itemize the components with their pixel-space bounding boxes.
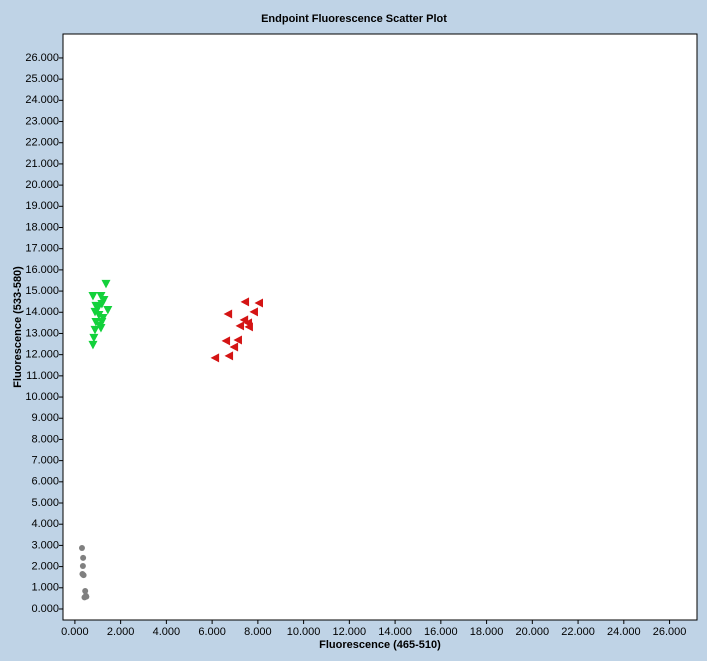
y-tick-label: 8.000 [31,433,59,445]
point [83,593,90,600]
point [78,544,85,551]
point [96,323,106,333]
y-tick-label: 24.000 [25,94,59,106]
point [99,295,109,305]
x-tick-label: 0.000 [61,626,89,638]
chart-title: Endpoint Fluorescence Scatter Plot [261,13,447,25]
x-tick-label: 12.000 [333,626,367,638]
x-tick-label: 26.000 [653,626,687,638]
y-tick-label: 3.000 [31,539,59,551]
x-tick-label: 6.000 [198,626,226,638]
x-tick-label: 18.000 [470,626,504,638]
y-tick-label: 0.000 [31,603,59,615]
x-tick-label: 2.000 [107,626,135,638]
point [221,336,231,346]
x-tick-label: 24.000 [607,626,641,638]
point [97,318,107,327]
y-tick-label: 23.000 [25,115,59,127]
y-tick-label: 17.000 [25,243,59,255]
y-tick-label: 7.000 [31,455,59,467]
point [233,335,242,345]
y-tick-label: 19.000 [25,200,59,212]
y-tick-label: 26.000 [25,52,59,64]
y-tick-label: 13.000 [25,327,59,339]
x-tick-label: 4.000 [153,626,181,638]
y-tick-label: 1.000 [31,582,59,594]
point [80,554,87,561]
y-tick-label: 16.000 [25,264,59,276]
point [90,325,100,335]
point [229,342,239,352]
y-tick-label: 2.000 [31,560,59,572]
x-tick-label: 20.000 [515,626,549,638]
y-tick-label: 20.000 [25,179,59,191]
point [93,304,103,313]
x-tick-label: 14.000 [378,626,412,638]
point [249,307,258,317]
y-tick-label: 9.000 [31,412,59,424]
y-tick-label: 21.000 [25,158,59,170]
y-tick-label: 14.000 [25,306,59,318]
y-tick-label: 5.000 [31,497,59,509]
point [103,305,113,315]
point [235,321,245,331]
y-tick-label: 18.000 [25,221,59,233]
point [79,562,86,569]
y-axis-label: Fluorescence (533-580) [12,266,24,388]
x-tick-label: 10.000 [287,626,321,638]
y-tick-label: 15.000 [25,285,59,297]
point [82,587,89,594]
point [88,340,98,350]
point [244,322,253,332]
point [88,291,98,301]
point [101,279,111,289]
point [240,297,250,307]
x-axis-label: Fluorescence (465-510) [319,639,441,651]
x-tick-label: 8.000 [244,626,272,638]
y-tick-label: 4.000 [31,518,59,530]
point [210,353,220,363]
point [224,351,234,361]
y-tick-label: 10.000 [25,391,59,403]
y-tick-label: 6.000 [31,476,59,488]
point [94,311,104,320]
point [254,298,264,308]
x-tick-label: 16.000 [424,626,458,638]
x-tick-label: 22.000 [561,626,595,638]
point [89,333,99,343]
point [80,572,87,579]
y-tick-label: 25.000 [25,73,59,85]
plot-area [62,33,698,621]
y-tick-label: 11.000 [26,370,59,382]
y-tick-label: 22.000 [25,137,59,149]
y-tick-label: 12.000 [25,349,59,361]
point [223,309,233,319]
